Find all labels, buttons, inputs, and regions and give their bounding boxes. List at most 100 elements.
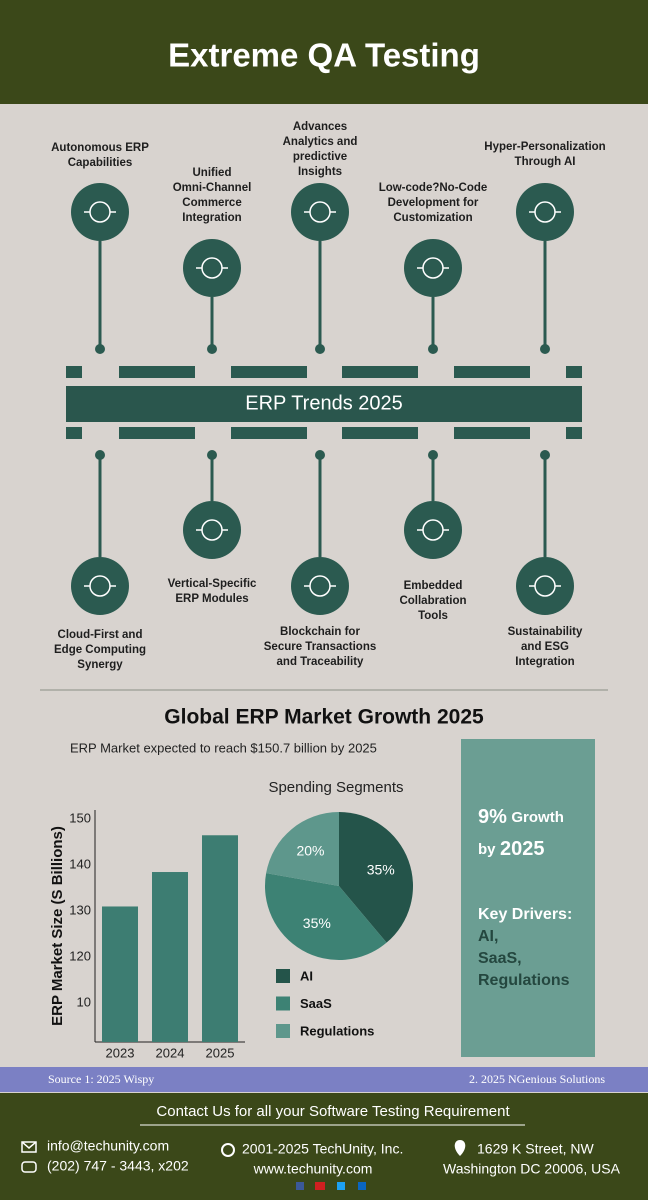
- email-icon: [21, 1141, 37, 1153]
- trend-icon: [71, 183, 129, 241]
- trend-label: Autonomous ERP: [51, 142, 149, 154]
- source-left: Source 1: 2025 Wispy: [48, 1072, 154, 1086]
- social-facebook[interactable]: [296, 1182, 304, 1190]
- social-linkedin[interactable]: [358, 1182, 366, 1190]
- trend-label: Sustainability: [508, 626, 583, 638]
- driver: AI,: [478, 928, 498, 945]
- banner-segment: [66, 427, 82, 439]
- legend-label: AI: [300, 968, 313, 983]
- growth-by-line: by 2025: [478, 838, 544, 860]
- trend-dot: [207, 450, 217, 460]
- trend-dot: [207, 344, 217, 354]
- social-twitter[interactable]: [337, 1182, 345, 1190]
- trends-banner: [66, 386, 582, 422]
- trend-label: Blockchain for: [280, 626, 360, 638]
- growth-by: by: [478, 841, 496, 858]
- banner-segment: [342, 366, 418, 378]
- trend-dot: [95, 450, 105, 460]
- bar: [152, 872, 188, 1042]
- trend-dot: [540, 344, 550, 354]
- trend-label: Integration: [182, 212, 241, 224]
- banner-segment: [231, 366, 307, 378]
- legend-label: Regulations: [300, 1023, 374, 1038]
- phone-icon: [21, 1161, 37, 1173]
- banner-segment: [454, 366, 530, 378]
- x-tick-label: 2023: [106, 1045, 135, 1060]
- driver: Regulations: [478, 972, 570, 989]
- trend-dot: [95, 344, 105, 354]
- y-tick-label: 10: [77, 994, 91, 1009]
- trend-label: Commerce: [182, 197, 241, 209]
- driver: SaaS,: [478, 950, 522, 967]
- trend-icon: [516, 183, 574, 241]
- trend-label: Embedded: [404, 580, 463, 592]
- trend-label: predictive: [293, 151, 347, 163]
- banner-segment: [566, 366, 582, 378]
- banner-segment: [342, 427, 418, 439]
- pie-label: 35%: [303, 915, 331, 931]
- trend-dot: [315, 344, 325, 354]
- trend-label: Secure Transactions: [264, 641, 377, 653]
- growth-year: 2025: [500, 838, 545, 860]
- pie-label: 20%: [296, 843, 324, 859]
- footer-cta: Contact Us for all your Software Testing…: [156, 1103, 510, 1120]
- pie-slice: [339, 812, 414, 943]
- trend-dot: [428, 450, 438, 460]
- trend-label: Customization: [393, 212, 472, 224]
- email-icon-flap: [21, 1141, 37, 1149]
- trend-label: Collabration: [399, 595, 466, 607]
- header-title: Extreme QA Testing: [168, 37, 480, 74]
- banner-segment: [119, 427, 195, 439]
- source-right: 2. 2025 NGenious Solutions: [469, 1072, 605, 1086]
- trend-label: Development for: [388, 197, 479, 209]
- market-title: Global ERP Market Growth 2025: [164, 706, 484, 729]
- trend-label: Synergy: [77, 659, 123, 671]
- trend-label: Vertical-Specific: [168, 578, 257, 590]
- trend-dot: [540, 450, 550, 460]
- x-tick-label: 2025: [206, 1045, 235, 1060]
- highlight-box: [461, 739, 595, 1057]
- trend-label: Edge Computing: [54, 644, 146, 656]
- trend-label: Through AI: [515, 156, 576, 168]
- trend-label: Unified: [193, 167, 232, 179]
- trend-label: Omni-Channel: [173, 182, 252, 194]
- banner-segment: [566, 427, 582, 439]
- pie-slice: [266, 812, 339, 886]
- location-icon: [454, 1140, 466, 1156]
- trend-label: and ESG: [521, 641, 569, 653]
- drivers-title: Key Drivers:: [478, 906, 572, 923]
- header-band: [0, 0, 648, 104]
- trend-label: Analytics and: [283, 136, 358, 148]
- trend-label: Tools: [418, 610, 448, 622]
- trend-label: and Traceability: [277, 656, 365, 668]
- bar: [202, 835, 238, 1042]
- legend-swatch: [276, 969, 290, 983]
- growth-pct: 9%: [478, 806, 507, 828]
- trends-title: ERP Trends 2025: [245, 392, 403, 414]
- social-youtube[interactable]: [315, 1182, 325, 1190]
- trend-icon: [71, 557, 129, 615]
- trend-label: Low-code?No-Code: [379, 182, 488, 194]
- source-band: [0, 1067, 648, 1092]
- trend-icon: [516, 557, 574, 615]
- legend-swatch: [276, 1024, 290, 1038]
- footer-email: info@techunity.com: [47, 1138, 169, 1154]
- pie-title: Spending Segments: [268, 779, 403, 796]
- y-tick-label: 130: [69, 903, 91, 918]
- trend-label: Capabilities: [68, 157, 133, 169]
- trend-icon: [183, 239, 241, 297]
- trend-icon: [183, 501, 241, 559]
- trend-label: Integration: [515, 656, 574, 668]
- trend-label: Cloud-First and: [58, 629, 143, 641]
- trend-label: Advances: [293, 121, 347, 133]
- trend-label: Hyper-Personalization: [484, 141, 605, 153]
- banner-segment: [454, 427, 530, 439]
- market-subtitle: ERP Market expected to reach $150.7 bill…: [70, 740, 377, 755]
- trend-icon: [404, 239, 462, 297]
- footer-phone: (202) 747 - 3443, x202: [47, 1158, 189, 1174]
- pie-slice: [265, 873, 387, 961]
- bar: [102, 906, 138, 1042]
- footer-copyright: 2001-2025 TechUnity, Inc.: [242, 1141, 403, 1157]
- trend-label: Insights: [298, 166, 342, 178]
